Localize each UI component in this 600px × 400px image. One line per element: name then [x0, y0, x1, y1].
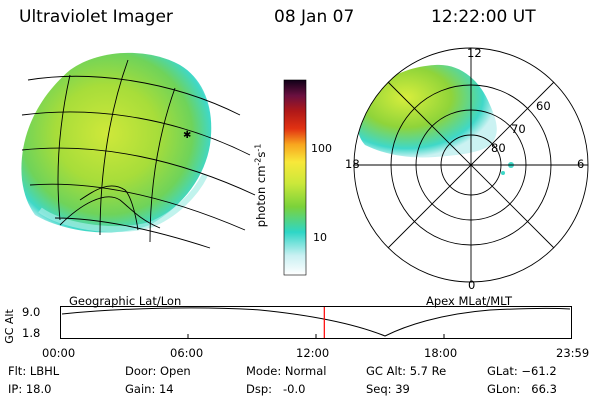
geographic-globe-image: ✱ — [21, 52, 256, 249]
time-tick-1800: 18:00 — [424, 346, 458, 360]
glat-label: GLat: −61.2 — [487, 364, 557, 378]
aurora-oval-region — [357, 64, 497, 158]
altitude-curve — [61, 307, 571, 337]
colorbar — [283, 79, 307, 276]
mlt-label-18: 18 — [345, 157, 360, 171]
colorbar-tick-10: 10 — [313, 231, 327, 244]
glon-label: GLon: 66.3 — [487, 382, 557, 396]
ip-label: IP: 18.0 — [8, 382, 52, 396]
gc-alt-axis-label: GC Alt — [2, 309, 16, 344]
mlt-label-0: 0 — [468, 278, 476, 292]
instrument-title: Ultraviolet Imager — [19, 7, 173, 27]
date-label: 08 Jan 07 — [274, 7, 355, 27]
colorbar-label: photon cm-2s-1 — [253, 143, 269, 228]
mlt-label-12: 12 — [467, 46, 482, 60]
aurora-emission-region — [21, 52, 212, 233]
mlat-label-80: 80 — [491, 141, 506, 155]
time-tick-1200: 12:00 — [296, 346, 330, 360]
polar-mlt-plot — [353, 47, 589, 283]
dsp-label: Dsp: -0.0 — [246, 382, 306, 396]
mlt-label-6: 6 — [577, 157, 585, 171]
time-label: 12:22:00 UT — [431, 7, 536, 27]
filter-label: Flt: LBHL — [8, 364, 60, 378]
door-label: Door: Open — [125, 364, 191, 378]
time-tick-0000: 00:00 — [42, 346, 76, 360]
mlat-label-70: 70 — [511, 122, 526, 136]
alt-tick-9: 9.0 — [22, 305, 41, 319]
apex-panel-title: Apex MLat/MLT — [426, 294, 513, 308]
gc-alt-label: GC Alt: 5.7 Re — [366, 364, 447, 378]
mlat-label-60: 60 — [536, 99, 551, 113]
colorbar-tick-100: 100 — [311, 142, 332, 155]
subsolar-marker-icon: ✱ — [183, 130, 191, 141]
altitude-timeline-plot — [60, 306, 572, 339]
time-tick-0600: 06:00 — [170, 346, 204, 360]
seq-label: Seq: 39 — [366, 382, 410, 396]
gain-label: Gain: 14 — [125, 382, 174, 396]
alt-tick-1.8: 1.8 — [22, 326, 41, 340]
mode-label: Mode: Normal — [246, 364, 327, 378]
time-tick-2359: 23:59 — [556, 346, 590, 360]
geographic-panel-title: Geographic Lat/Lon — [69, 294, 182, 308]
